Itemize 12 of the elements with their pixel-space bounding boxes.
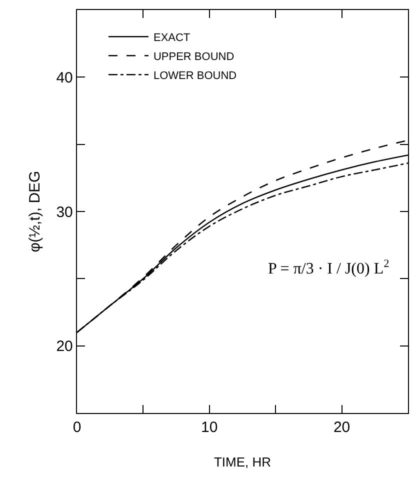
x-tick-label: 20 [333, 419, 350, 436]
annotation: P = π/3 · I / J(0) L$^{2}$ [268, 258, 390, 278]
y-tick-label: 30 [56, 204, 73, 221]
x-axis-title: TIME, HR [214, 454, 272, 470]
y-axis-title: φ(½,t), DEG [26, 170, 44, 252]
legend-label: EXACT [153, 32, 190, 44]
x-tick-label: 10 [201, 419, 218, 436]
legend-label: LOWER BOUND [153, 70, 237, 82]
x-tick-label: 0 [72, 419, 82, 436]
y-tick-label: 20 [56, 338, 73, 356]
legend-label: UPPER BOUND [153, 50, 234, 63]
y-tick-label: 40 [56, 69, 73, 86]
